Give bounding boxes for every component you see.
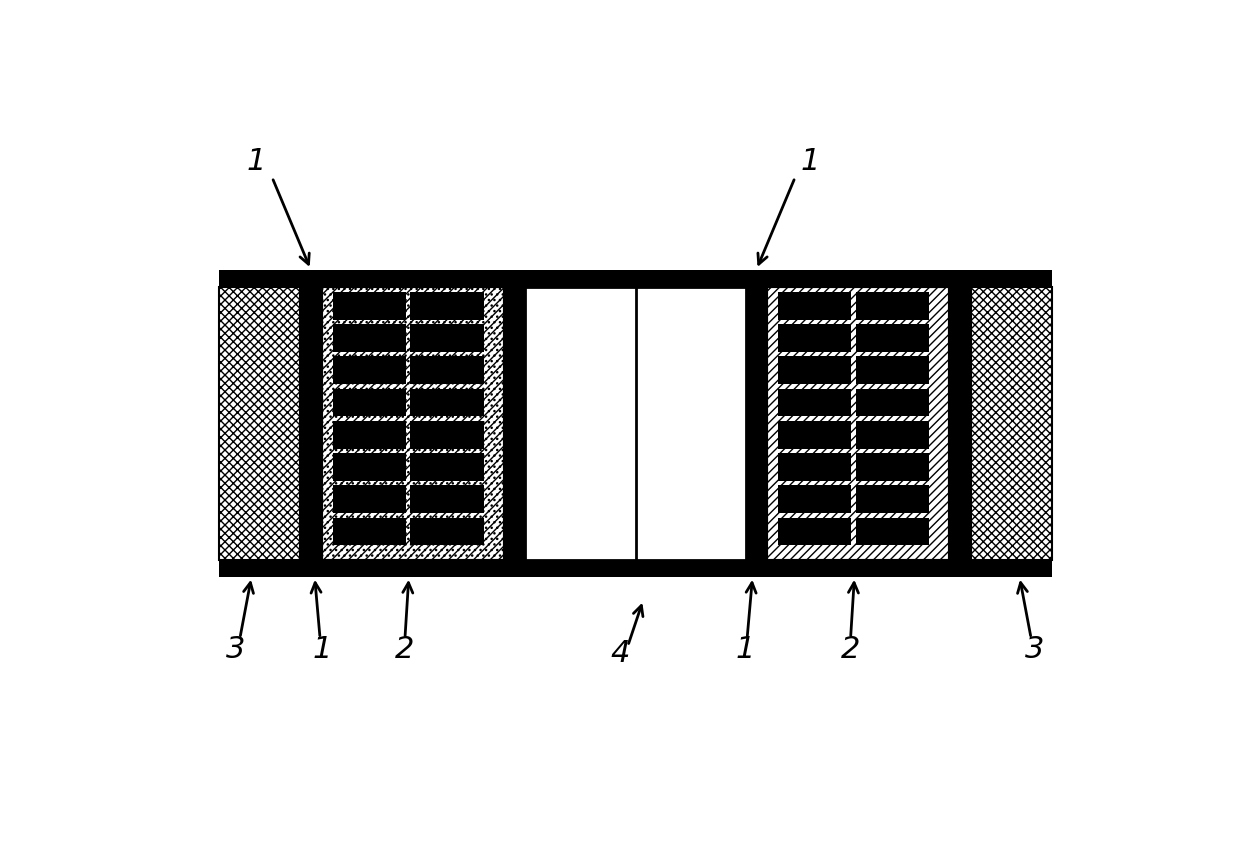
Bar xyxy=(410,292,484,320)
Bar xyxy=(950,287,971,560)
Bar xyxy=(779,292,852,320)
Bar xyxy=(218,270,1053,287)
Bar xyxy=(321,287,503,560)
Bar xyxy=(332,453,405,481)
Bar xyxy=(745,287,768,560)
Bar xyxy=(779,324,852,352)
Bar xyxy=(856,292,929,320)
Bar xyxy=(332,292,405,320)
Bar xyxy=(779,485,852,513)
Bar xyxy=(779,517,852,545)
Bar xyxy=(332,388,405,416)
Bar xyxy=(321,287,503,560)
Bar xyxy=(856,517,929,545)
Bar xyxy=(321,287,503,560)
Text: 1: 1 xyxy=(247,148,267,176)
Bar xyxy=(410,421,484,449)
Text: 1: 1 xyxy=(801,148,821,176)
Bar xyxy=(779,356,852,384)
Bar xyxy=(332,356,405,384)
Text: 2: 2 xyxy=(396,635,414,665)
Text: 4: 4 xyxy=(610,639,630,668)
Text: 1: 1 xyxy=(312,635,332,665)
Bar xyxy=(332,517,405,545)
Bar xyxy=(332,324,405,352)
Bar xyxy=(971,287,1053,560)
Text: 3: 3 xyxy=(1025,635,1044,665)
Bar xyxy=(410,324,484,352)
Bar xyxy=(410,453,484,481)
Bar xyxy=(410,356,484,384)
Bar xyxy=(332,485,405,513)
Bar xyxy=(768,287,950,560)
Bar xyxy=(856,356,929,384)
Bar xyxy=(856,421,929,449)
Bar xyxy=(856,453,929,481)
Bar xyxy=(332,421,405,449)
Text: 2: 2 xyxy=(841,635,861,665)
Bar xyxy=(300,287,321,560)
Bar xyxy=(856,324,929,352)
Bar xyxy=(779,388,852,416)
Bar xyxy=(768,287,950,560)
Text: 1: 1 xyxy=(735,635,754,665)
Bar xyxy=(526,287,745,560)
Bar xyxy=(218,287,300,560)
Bar xyxy=(779,453,852,481)
Bar xyxy=(218,560,1053,577)
Bar xyxy=(779,421,852,449)
Bar xyxy=(410,388,484,416)
Bar xyxy=(503,287,526,560)
Text: 3: 3 xyxy=(226,635,246,665)
Bar xyxy=(856,485,929,513)
Bar xyxy=(410,485,484,513)
Bar xyxy=(410,517,484,545)
Bar xyxy=(856,388,929,416)
